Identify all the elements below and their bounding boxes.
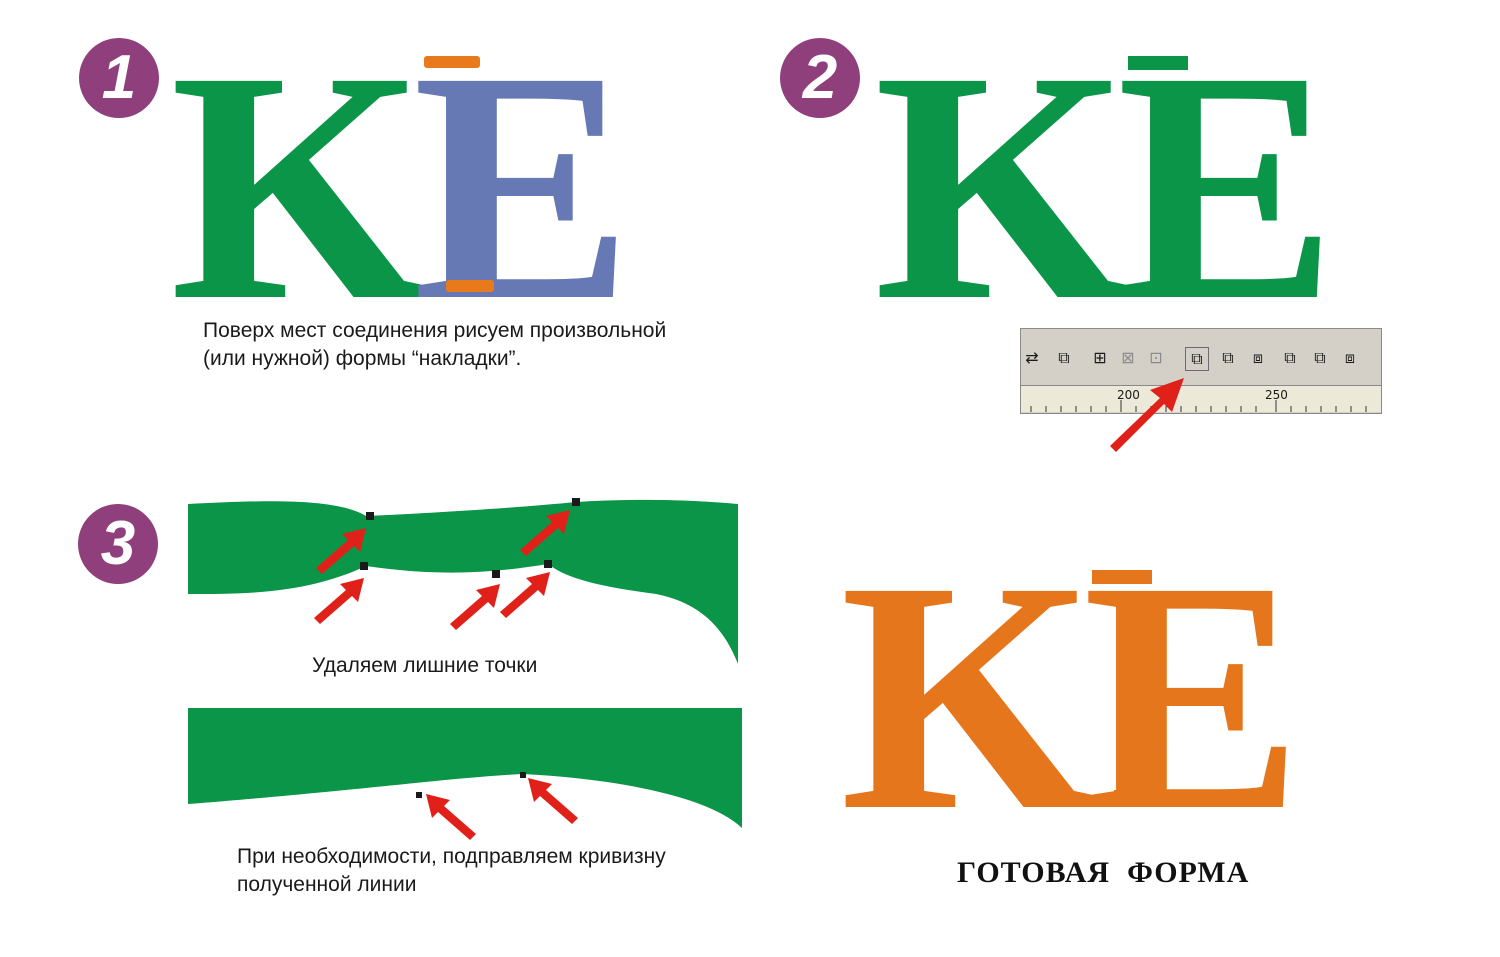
arrow-point-1 [316,528,366,574]
shaping-toolbar: ⇄ ⧉ ⊞ ⊠ ⊡ ⧉ ⧉ ⧈ ⧉ ⧉ ⧈ 200 250 [1020,328,1382,414]
step3-caption-top: Удаляем лишние точки [312,654,538,677]
group-icon[interactable]: ⧉ [1058,348,1070,367]
ruler-ticks [1030,400,1367,412]
ruler-label-left: 200 [1117,388,1140,402]
step1-caption-line2: (или нужной) формы “накладки”. [203,347,522,370]
step3-caption-bottom: При необходимости, подправляем кривизну … [237,843,666,899]
overlay-patch-bottom [446,280,494,292]
intersect-icon[interactable]: ⧈ [1252,348,1264,367]
weld-icon[interactable]: ⧉ [1185,347,1209,371]
trim-icon[interactable]: ⧉ [1222,348,1234,367]
arrow-point-5 [500,572,550,618]
final-bridge-bottom [1114,790,1164,804]
ruler: 200 250 [1021,385,1381,412]
ruler-label-right: 250 [1265,388,1288,402]
arrow-point-3 [314,578,364,624]
arrow-to-weld-icon [1110,378,1184,452]
arrow-point-4 [450,584,500,630]
back-minus-front-icon[interactable]: ⧈ [1344,348,1356,367]
zoomed-joint-before [188,498,738,664]
arrow-curve-1 [426,794,476,840]
step1-letters: KE [170,22,633,352]
step1-caption: Поверх мест соединения рисуем произвольн… [203,317,666,373]
letter-e-blue: E [412,4,633,369]
step3-caption-bottom-line1: При необходимости, подправляем кривизну [237,845,666,868]
overlay-patch-top [424,56,480,68]
final-form-title: ГОТОВАЯ ФОРМА [957,856,1250,889]
step-badge-1: 1 [79,38,159,118]
final-letters: KE [840,532,1303,862]
arrow-curve-2 [528,778,578,824]
weld-bridge-bottom [1150,278,1200,292]
step-badge-3: 3 [78,504,158,584]
arrow-point-2 [520,510,570,556]
step2-letters: KE [874,22,1337,352]
simplify-icon[interactable]: ⧉ [1284,348,1296,367]
weld-bridge-top [1128,56,1188,70]
break-apart-icon[interactable]: ⊡ [1149,348,1163,367]
step-badge-2: 2 [780,38,860,118]
letter-e-welded: E [1116,4,1337,369]
zoomed-joint-after [188,708,742,828]
ungroup-icon[interactable]: ⊞ [1093,348,1107,367]
front-minus-back-icon[interactable]: ⧉ [1314,348,1326,367]
letter-k-green: K [170,4,427,369]
step3-caption-bottom-line2: полученной линии [237,873,417,896]
toolbar-edge-icon[interactable]: ⇄ [1025,348,1039,367]
combine-icon[interactable]: ⊠ [1121,348,1135,367]
step1-caption-line1: Поверх мест соединения рисуем произвольн… [203,319,667,342]
letter-k-final: K [840,514,1097,879]
letter-e-final: E [1082,514,1303,879]
letter-k-welded: K [874,4,1131,369]
final-bridge-top [1092,570,1152,584]
